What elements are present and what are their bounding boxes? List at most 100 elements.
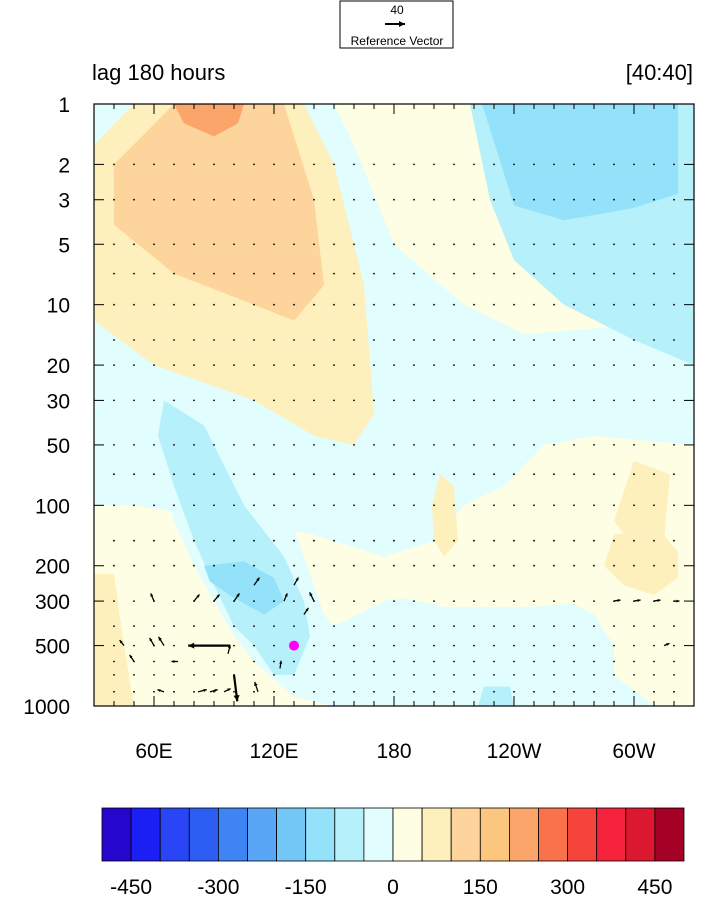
grid-dot	[533, 243, 535, 246]
grid-dot	[573, 364, 575, 366]
grid-dot	[233, 473, 235, 476]
grid-dot	[333, 660, 335, 663]
grid-dot	[393, 473, 395, 476]
grid-dot	[453, 399, 455, 402]
grid-dot	[173, 364, 175, 366]
grid-dot	[413, 674, 415, 676]
grid-dot	[353, 473, 355, 476]
grid-dot	[153, 364, 155, 366]
wind-vector-8	[171, 659, 178, 663]
wind-vector-15	[283, 593, 288, 602]
grid-dot	[613, 243, 615, 246]
grid-dot	[213, 243, 215, 246]
grid-dot	[313, 690, 315, 693]
grid-dot	[513, 444, 515, 446]
y-tick-label: 1	[58, 94, 70, 117]
grid-dot	[633, 364, 635, 366]
grid-dot	[473, 690, 475, 693]
grid-dot	[173, 198, 175, 201]
grid-dot	[133, 339, 135, 341]
wind-vector-27	[663, 642, 670, 647]
grid-dot	[233, 539, 235, 542]
grid-dot	[293, 504, 295, 507]
grid-dot	[393, 674, 395, 676]
grid-dot	[313, 303, 315, 306]
grid-dot	[313, 660, 315, 663]
grid-dot	[293, 564, 295, 567]
grid-dot	[333, 399, 335, 402]
grid-dot	[133, 198, 135, 201]
grid-dot	[193, 339, 195, 341]
grid-dot	[293, 690, 295, 693]
grid-dot	[313, 539, 315, 542]
grid-dot	[593, 163, 595, 166]
grid-dot	[313, 564, 315, 567]
grid-dot	[653, 303, 655, 306]
chart-title-left: lag 180 hours	[92, 60, 225, 85]
grid-dot	[213, 272, 215, 275]
grid-dot	[493, 674, 495, 676]
grid-dot	[333, 339, 335, 341]
grid-dot	[113, 364, 115, 366]
grid-dot	[453, 539, 455, 542]
wind-vector-4	[279, 660, 283, 669]
grid-dot	[513, 303, 515, 306]
vector-grid-dots	[113, 163, 675, 693]
grid-dot	[193, 504, 195, 507]
grid-dot	[133, 473, 135, 476]
colorbar-swatch-8	[334, 807, 365, 862]
grid-dot	[593, 690, 595, 693]
grid-dot	[133, 600, 135, 602]
grid-dot	[513, 660, 515, 663]
grid-dot	[553, 303, 555, 306]
grid-dot	[533, 272, 535, 275]
grid-dot	[113, 644, 115, 647]
grid-dot	[193, 198, 195, 201]
x-tick-label: 120E	[249, 740, 298, 763]
grid-dot	[433, 163, 435, 166]
grid-dot	[433, 674, 435, 676]
wind-vector-18	[309, 591, 315, 602]
y-tick-label: 50	[47, 435, 70, 458]
grid-dot	[413, 660, 415, 663]
grid-dot	[453, 690, 455, 693]
grid-dot	[253, 303, 255, 306]
grid-dot	[613, 539, 615, 542]
grid-dot	[453, 339, 455, 341]
grid-dot	[133, 674, 135, 676]
grid-dot	[613, 198, 615, 201]
grid-dot	[113, 690, 115, 693]
grid-dot	[113, 198, 115, 201]
grid-dot	[513, 339, 515, 341]
grid-dot	[313, 339, 315, 341]
wind-vector-22	[193, 594, 200, 602]
grid-dot	[453, 364, 455, 366]
grid-dot	[113, 243, 115, 246]
grid-dot	[553, 690, 555, 693]
grid-dot	[513, 163, 515, 166]
grid-dot	[533, 473, 535, 476]
grid-dot	[553, 564, 555, 567]
colorbar-label: 0	[387, 876, 399, 898]
grid-dot	[513, 473, 515, 476]
colorbar-swatch-16	[567, 807, 598, 862]
wind-vector-9	[197, 688, 207, 693]
grid-dot	[453, 660, 455, 663]
grid-dot	[293, 600, 295, 602]
colorbar-swatch-10	[392, 807, 423, 862]
grid-dot	[413, 399, 415, 402]
grid-dot	[673, 339, 675, 341]
grid-dot	[673, 564, 675, 567]
grid-dot	[313, 198, 315, 201]
grid-dot	[373, 504, 375, 507]
contour-region-9	[94, 574, 134, 706]
colorbar-label: 300	[550, 876, 585, 898]
grid-dot	[273, 690, 275, 693]
grid-dot	[433, 504, 435, 507]
grid-dot	[413, 339, 415, 341]
grid-dot	[273, 600, 275, 602]
reference-vector-legend: 40 Reference Vector	[339, 0, 454, 49]
grid-dot	[253, 674, 255, 676]
grid-dot	[493, 539, 495, 542]
